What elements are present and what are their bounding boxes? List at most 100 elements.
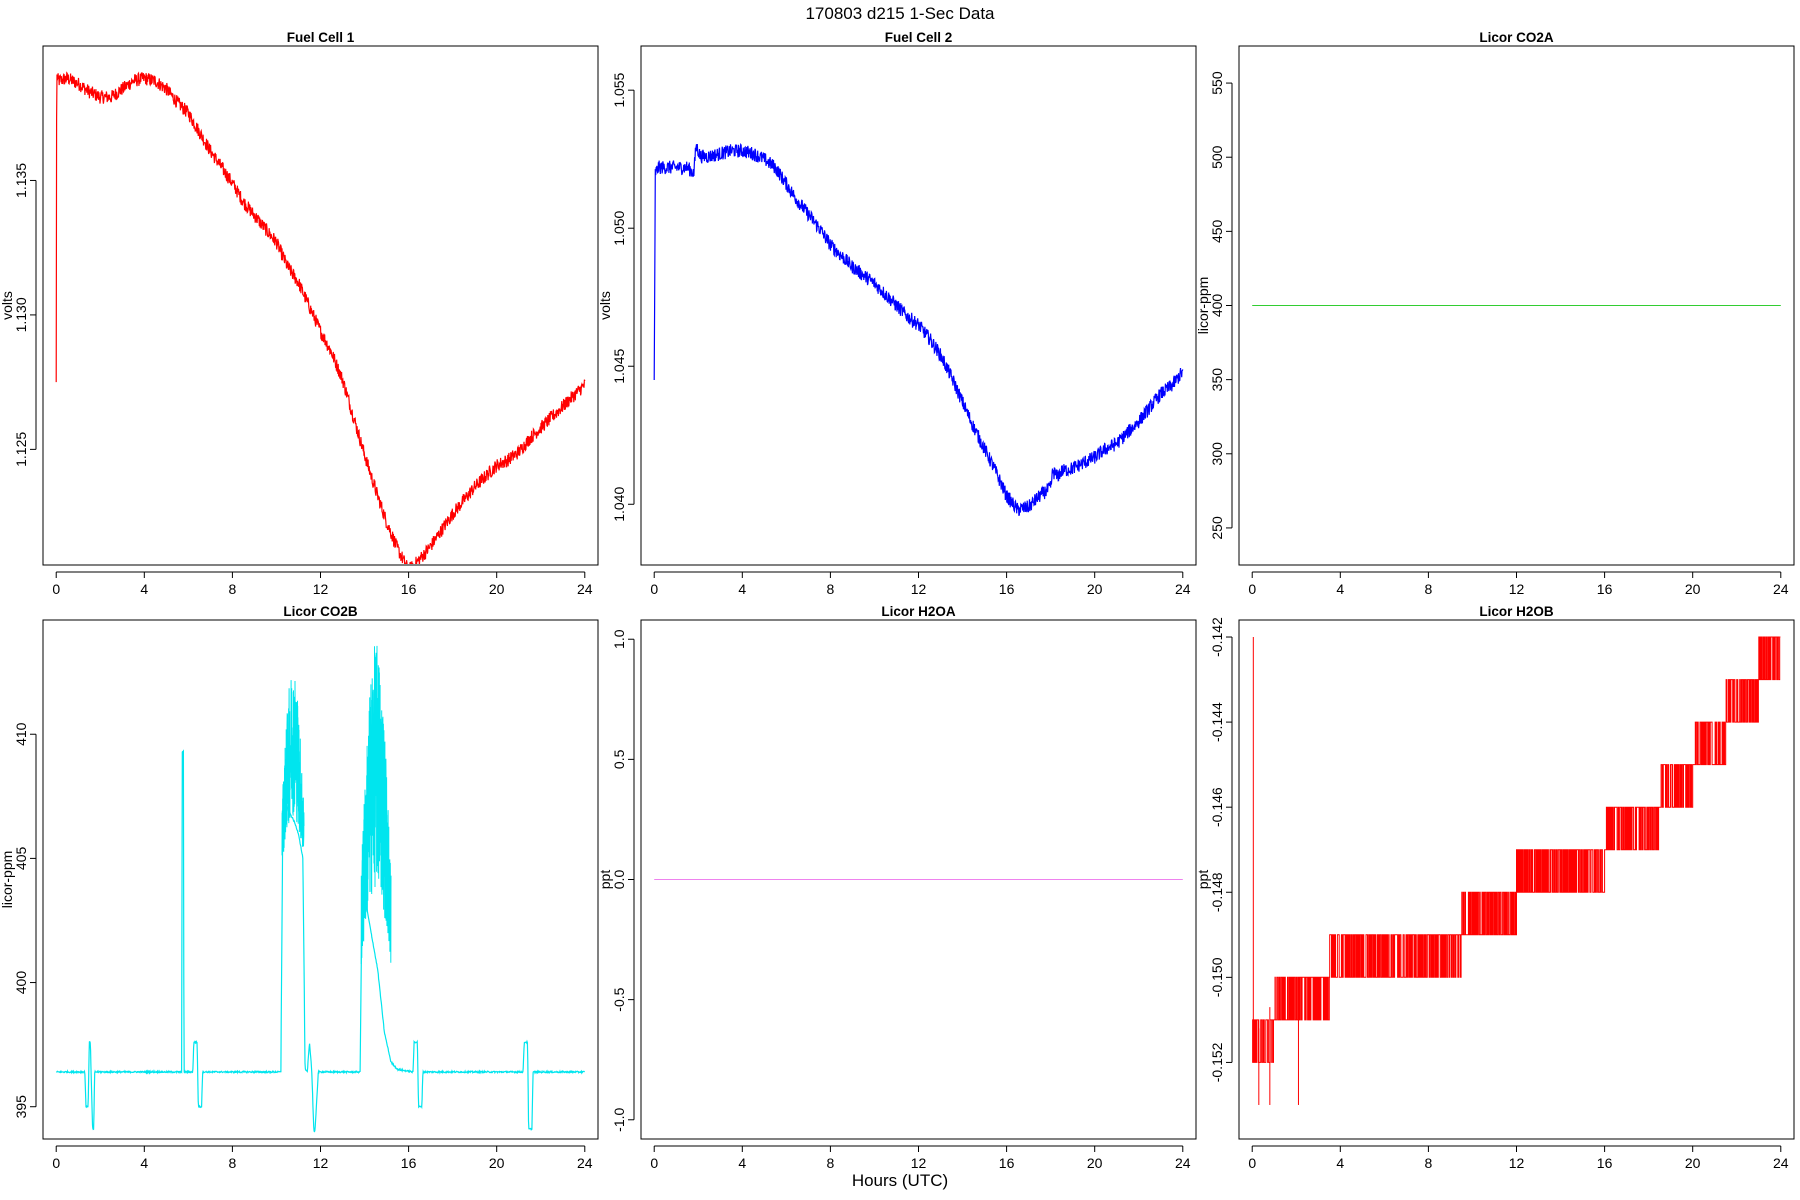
panel-6: Licor H2OB ppt 0 4 8 12 16 20 24 -0.152 -0.150 -0.1…	[1195, 604, 1795, 1171]
series-burst	[360, 645, 392, 965]
series-group	[653, 142, 1184, 516]
y-tick-label: 0.5	[611, 749, 627, 769]
panel-1: Fuel Cell 1 volts 0 4 8 12 16 20 24 1.125 1.130 1.1…	[0, 30, 599, 597]
x-tick-label: 24	[577, 1155, 593, 1171]
series-line	[55, 71, 586, 564]
x-tick-label: 0	[52, 1155, 60, 1171]
y-tick-label: 450	[1209, 219, 1225, 243]
x-tick-label: 4	[140, 581, 148, 597]
x-tick-label: 24	[1773, 581, 1789, 597]
x-tick-label: 4	[1336, 581, 1344, 597]
x-tick-label: 12	[313, 1155, 329, 1171]
y-tick-label: 1.045	[611, 349, 627, 384]
y-tick-label: 1.125	[13, 432, 29, 467]
x-tick-label: 16	[1597, 581, 1613, 597]
x-tick-label: 24	[1175, 581, 1191, 597]
figure-title: 170803 d215 1-Sec Data	[805, 4, 995, 23]
panel-2: Fuel Cell 2 volts 0 4 8 12 16 20 24 1.040 1.045 1.0…	[597, 30, 1197, 597]
y-tick-label: 400	[13, 971, 29, 995]
y-tick-label: -0.144	[1209, 702, 1225, 742]
y-axis-label: ppt	[1195, 870, 1211, 890]
x-tick-label: 20	[489, 581, 505, 597]
y-tick-label: 1.040	[611, 487, 627, 522]
x-tick-label: 4	[738, 1155, 746, 1171]
y-tick-label: 395	[13, 1095, 29, 1119]
plot-frame	[1238, 619, 1795, 1140]
series-group	[56, 645, 585, 1133]
panel-title: Licor CO2B	[283, 604, 358, 619]
panel-title: Licor H2OA	[881, 604, 956, 619]
y-tick-label: 400	[1209, 294, 1225, 318]
x-tick-label: 4	[1336, 1155, 1344, 1171]
x-tick-label: 8	[229, 1155, 237, 1171]
y-axis-label: volts	[597, 291, 613, 320]
panel-4: Licor CO2B licor-ppm 0 4 8 12 16 20 24 395 400 405 4…	[0, 604, 599, 1171]
y-tick-label: 1.050	[611, 210, 627, 245]
x-tick-label: 8	[229, 581, 237, 597]
x-tick-label: 8	[1425, 581, 1433, 597]
y-tick-label: 1.135	[13, 163, 29, 198]
panel-title: Licor H2OB	[1479, 604, 1554, 619]
x-tick-label: 0	[52, 581, 60, 597]
plot-frame	[1238, 45, 1795, 566]
y-tick-label: 405	[13, 846, 29, 870]
y-tick-label: 350	[1209, 368, 1225, 392]
x-tick-label: 24	[577, 581, 593, 597]
x-tick-label: 20	[1087, 581, 1103, 597]
series-line	[56, 749, 585, 1133]
x-tick-label: 12	[1509, 581, 1525, 597]
panel-3: Licor CO2A licor-ppm 0 4 8 12 16 20 24 250 300 350 4…	[1195, 30, 1795, 597]
x-tick-label: 12	[313, 581, 329, 597]
y-tick-label: -0.142	[1209, 617, 1225, 657]
y-tick-label: -0.152	[1209, 1042, 1225, 1082]
y-tick-label: -0.148	[1209, 872, 1225, 912]
y-tick-label: -1.0	[611, 1108, 627, 1132]
x-tick-label: 8	[1425, 1155, 1433, 1171]
x-tick-label: 12	[1509, 1155, 1525, 1171]
x-tick-label: 24	[1175, 1155, 1191, 1171]
x-tick-label: 20	[1087, 1155, 1103, 1171]
panel-title: Fuel Cell 2	[885, 30, 953, 45]
y-tick-label: -0.146	[1209, 787, 1225, 827]
y-tick-label: 550	[1209, 71, 1225, 95]
y-tick-label: 300	[1209, 442, 1225, 466]
x-tick-label: 12	[911, 581, 927, 597]
plot-frame	[42, 45, 599, 566]
panel-5: Licor H2OA ppt 0 4 8 12 16 20 24 -1.0 -0.5 0.0 0.5 1.…	[597, 604, 1197, 1171]
x-tick-label: 0	[650, 1155, 658, 1171]
x-tick-label: 16	[1597, 1155, 1613, 1171]
y-axis-label: ppt	[597, 870, 613, 890]
y-axis-label: licor-ppm	[1195, 277, 1211, 335]
plot-frame	[640, 619, 1197, 1140]
plot-frame	[42, 619, 599, 1140]
x-tick-label: 4	[140, 1155, 148, 1171]
panel-title: Fuel Cell 1	[287, 30, 355, 45]
y-axis-label: volts	[0, 291, 15, 320]
panel-title: Licor CO2A	[1479, 30, 1554, 45]
series-line	[1252, 636, 1781, 1063]
series-group	[1252, 636, 1781, 1105]
x-tick-label: 0	[650, 581, 658, 597]
series-burst	[281, 680, 305, 856]
y-axis-label: licor-ppm	[0, 851, 15, 909]
x-tick-label: 8	[827, 1155, 835, 1171]
series-line	[653, 142, 1184, 516]
y-tick-label: 0.0	[611, 870, 627, 890]
y-tick-label: -0.150	[1209, 957, 1225, 997]
panel-grid: Fuel Cell 1 volts 0 4 8 12 16 20 24 1.125 1.130 1.1…	[0, 30, 1795, 1171]
x-tick-label: 16	[401, 1155, 417, 1171]
x-tick-label: 4	[738, 581, 746, 597]
y-tick-label: 1.055	[611, 72, 627, 107]
series-group	[55, 71, 586, 564]
figure-x-axis-label: Hours (UTC)	[852, 1171, 948, 1190]
x-tick-label: 16	[401, 581, 417, 597]
x-tick-label: 0	[1248, 1155, 1256, 1171]
x-tick-label: 20	[489, 1155, 505, 1171]
plot-frame	[640, 45, 1197, 566]
y-tick-label: 500	[1209, 145, 1225, 169]
x-tick-label: 16	[999, 581, 1015, 597]
y-tick-label: 250	[1209, 516, 1225, 540]
y-tick-label: 410	[13, 722, 29, 746]
x-tick-label: 0	[1248, 581, 1256, 597]
